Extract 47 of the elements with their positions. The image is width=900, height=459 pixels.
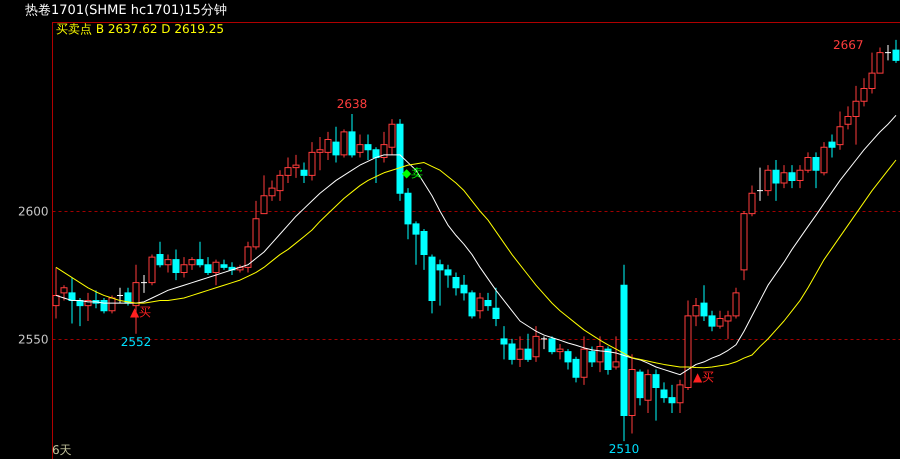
candlestick — [772, 160, 780, 202]
candlestick — [548, 336, 556, 355]
candlestick — [612, 336, 620, 370]
y-tick-label: 2600 — [18, 204, 48, 219]
annotation: 2510 — [608, 442, 640, 456]
candlestick — [116, 287, 124, 304]
candlestick — [652, 369, 660, 422]
candlestick — [348, 114, 356, 158]
annotation: ▲买 — [693, 370, 714, 384]
candlestick — [356, 134, 364, 158]
annotation: 2638 — [336, 97, 368, 111]
candlestick — [212, 259, 220, 286]
candlestick — [836, 110, 844, 150]
candlestick — [812, 152, 820, 189]
line-series — [56, 160, 896, 368]
candlestick — [516, 336, 524, 368]
candlestick — [764, 164, 772, 196]
candlestick — [140, 274, 148, 294]
candlestick — [884, 44, 892, 61]
annotation: 2552 — [120, 334, 152, 349]
candlestick — [604, 346, 612, 376]
candlestick — [828, 134, 836, 158]
candlestick — [156, 241, 164, 268]
candlestick — [756, 167, 764, 202]
annotation: 买卖点 B 2637.62 D 2619.25 — [56, 22, 224, 36]
candlestick — [164, 254, 172, 273]
candlestick — [556, 344, 564, 360]
y-tick-label: 2550 — [18, 332, 48, 346]
candlestick — [108, 294, 116, 314]
candlestick — [476, 292, 484, 319]
candlestick — [172, 248, 180, 281]
candlestick — [332, 126, 340, 164]
annotation: 2667 — [833, 38, 864, 52]
candlestick — [340, 128, 348, 158]
candlestick — [892, 39, 900, 64]
candlestick — [524, 333, 532, 362]
chart-title: 热卷1701(SHME hc1701)15分钟 — [25, 3, 227, 18]
candlestick — [540, 336, 548, 350]
candlestick — [492, 287, 500, 327]
candlestick — [484, 292, 492, 312]
candlestick — [300, 162, 308, 184]
candlestick — [588, 346, 596, 368]
candlestick — [788, 164, 796, 189]
candlestick — [596, 336, 604, 373]
candlestick — [780, 164, 788, 189]
candlestick — [60, 284, 68, 302]
candlestick — [532, 326, 540, 362]
